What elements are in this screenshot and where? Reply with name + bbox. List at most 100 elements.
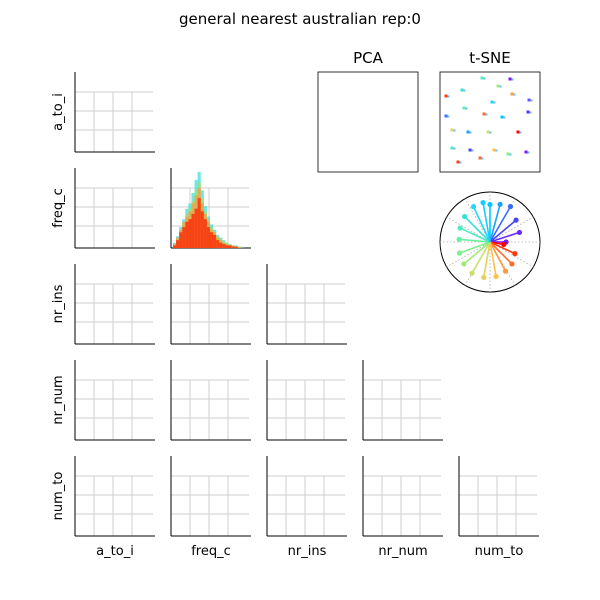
tsne-point — [453, 147, 456, 150]
y-label-num_to: num_to — [51, 472, 66, 521]
chart-title: general nearest australian rep:0 — [179, 10, 421, 28]
panel-num_to-nr_num — [362, 456, 443, 537]
tsne-panel: t-SNE — [439, 49, 541, 173]
hist-bar — [237, 246, 241, 248]
radial-stem-head — [507, 203, 514, 210]
radial-stem-head — [513, 217, 519, 223]
tsne-point — [516, 130, 520, 134]
tsne-point — [492, 148, 496, 152]
tsne-point — [490, 100, 494, 104]
tsne-point — [444, 94, 448, 98]
tsne-point — [480, 76, 484, 80]
radial-stem-head — [470, 204, 477, 210]
tsne-point — [509, 153, 512, 156]
x-label-num_to: num_to — [475, 544, 524, 559]
radial-stem — [489, 241, 516, 255]
hist-bar — [234, 246, 238, 248]
x-label-freq_c: freq_c — [191, 544, 231, 559]
radial-stem-head — [516, 229, 523, 236]
tsne-point — [519, 131, 522, 134]
hist-bar — [203, 219, 207, 248]
x-label-nr_num: nr_num — [378, 544, 427, 559]
tsne-point — [466, 130, 470, 134]
panel-nr_num-nr_ins — [266, 360, 347, 441]
panel-num_to-a_to_i — [74, 456, 155, 537]
radial-stem — [463, 241, 491, 265]
hist-bar — [194, 208, 198, 248]
tsne-point — [465, 107, 468, 110]
radial-stem-head — [469, 270, 475, 276]
hist-bar — [231, 246, 235, 248]
tsne-point — [450, 128, 454, 132]
tsne-point — [495, 149, 498, 152]
panel-nr_num-freq_c — [170, 360, 251, 441]
radial-stem-head — [461, 213, 468, 220]
radial-stem-head — [456, 250, 463, 256]
hist-bar — [191, 213, 195, 248]
tsne-point — [500, 115, 504, 119]
panel-nr_ins-nr_ins — [266, 264, 347, 345]
hist-bar — [182, 227, 186, 248]
panel-freq_c-a_to_i — [74, 168, 155, 249]
hist-bar — [185, 221, 189, 248]
tsne-point — [450, 146, 454, 150]
radial-stem-head — [487, 201, 493, 208]
tsne-point — [511, 78, 514, 81]
panel-num_to-freq_c — [170, 456, 251, 537]
hist-bar — [176, 240, 180, 248]
radial-stem-head — [501, 241, 507, 248]
tsne-point — [499, 85, 502, 88]
tsne-point — [459, 161, 462, 164]
radial-stem — [489, 231, 520, 243]
tsne-point — [483, 77, 486, 80]
radial-stem — [489, 241, 513, 265]
freq-c-histogram — [173, 172, 244, 248]
tsne-point — [513, 93, 516, 96]
x-label-nr_ins: nr_ins — [288, 544, 327, 559]
hist-bar — [179, 232, 183, 248]
radial-stem-head — [457, 225, 463, 231]
radial-stem-head — [502, 268, 509, 274]
hist-bar — [216, 240, 220, 248]
radial-stem-head — [456, 236, 462, 242]
y-label-freq_c: freq_c — [51, 188, 66, 228]
radial-stem — [489, 206, 512, 243]
hist-bar — [240, 246, 244, 248]
y-label-a_to_i: a_to_i — [51, 93, 66, 131]
tsne-point — [527, 98, 531, 102]
radial-stem — [489, 241, 497, 277]
panel-nr_num-nr_num — [362, 360, 443, 441]
pca-panel: PCA — [317, 49, 419, 173]
tsne-frame — [439, 71, 541, 173]
tsne-point — [447, 115, 450, 118]
panel-nr_ins-freq_c — [170, 264, 251, 345]
tsne-point — [447, 95, 450, 98]
radial-stem — [459, 241, 491, 254]
radial-stem — [472, 206, 491, 243]
tsne-point — [462, 106, 466, 110]
tsne-point — [453, 129, 456, 132]
tsne-point — [496, 84, 500, 88]
y-label-nr_num: nr_num — [51, 375, 66, 424]
tsne-point — [508, 77, 512, 81]
panel-num_to-nr_ins — [266, 456, 347, 537]
tsne-point — [489, 131, 492, 134]
tsne-points — [444, 76, 533, 164]
tsne-point — [503, 116, 506, 119]
radial-stem-head — [461, 261, 467, 267]
panel-a_to_i-a_to_i — [74, 72, 155, 153]
tsne-point — [526, 110, 530, 114]
panel-num_to-num_to — [458, 456, 539, 537]
radial-stem — [459, 238, 491, 243]
hist-bar — [225, 245, 229, 248]
hist-bar — [197, 198, 201, 248]
radial-stem — [463, 215, 491, 243]
radial-stem — [482, 241, 491, 278]
tsne-point — [468, 148, 472, 152]
radial-stem — [471, 241, 491, 274]
hist-bar — [213, 234, 217, 248]
radial-gridline — [446, 241, 491, 268]
radial-stem-head — [480, 200, 486, 206]
x-label-a_to_i: a_to_i — [96, 544, 134, 559]
tsne-point — [530, 99, 533, 102]
